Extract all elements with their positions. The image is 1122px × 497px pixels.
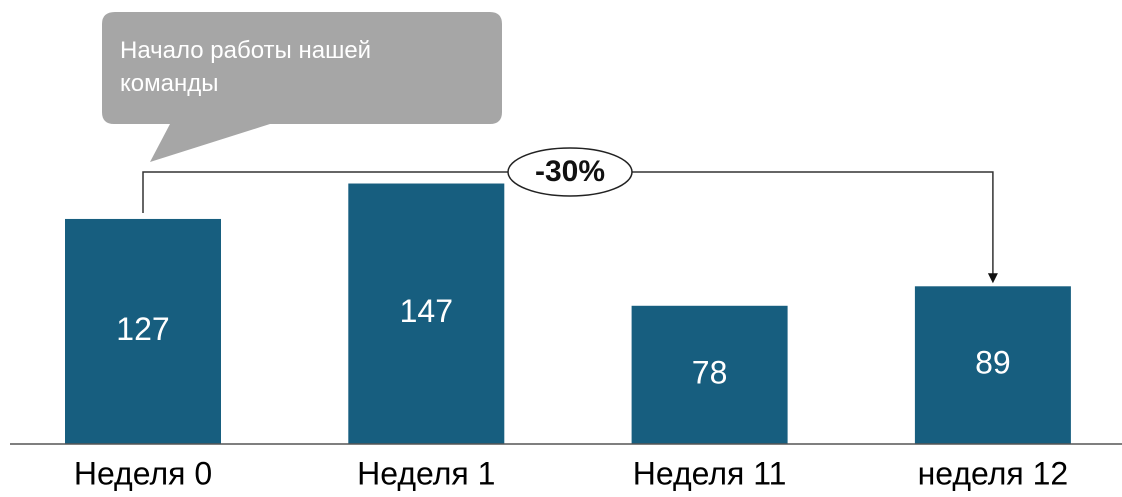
change-label: -30%: [535, 155, 605, 188]
x-tick-label: Неделя 11: [633, 455, 787, 491]
callout-bubble: [102, 12, 502, 162]
callout-text: Начало работы нашей команды: [120, 37, 372, 97]
value-label: 127: [116, 311, 169, 347]
bar: [348, 183, 505, 445]
value-label: 89: [975, 345, 1011, 381]
change-ellipse: [507, 147, 633, 197]
x-tick-label: Неделя 0: [74, 455, 212, 491]
x-tick-label: Неделя 1: [357, 455, 495, 491]
bar: [65, 218, 221, 444]
bar: [631, 305, 788, 444]
value-label: 78: [692, 354, 728, 390]
arrow-head: [987, 273, 998, 284]
value-label: 147: [400, 293, 453, 329]
x-tick-label: неделя 12: [918, 455, 1069, 491]
bar: [914, 286, 1071, 444]
